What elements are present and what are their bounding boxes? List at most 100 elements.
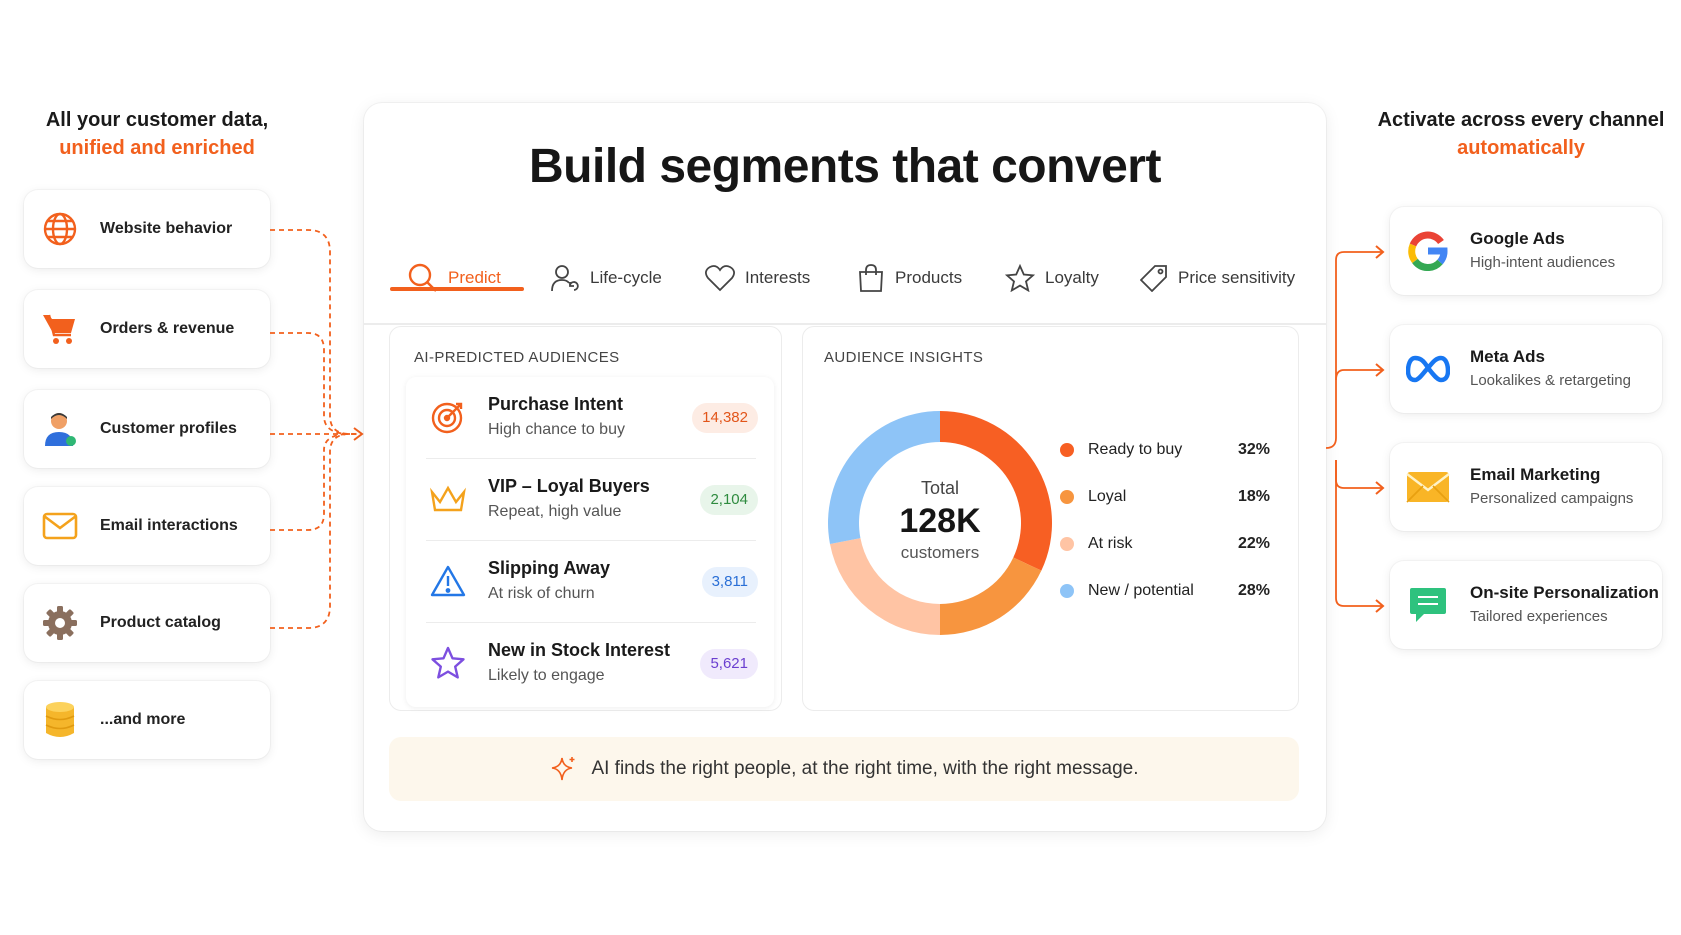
tab-life-cycle[interactable]: Life-cycle <box>550 233 662 323</box>
donut-total-unit: customers <box>900 543 980 562</box>
donut-total-label: Total <box>920 478 960 498</box>
divider <box>426 458 756 459</box>
legend-ready-to-buy: Ready to buy 32% <box>1060 438 1270 462</box>
legend-swatch <box>1060 443 1074 457</box>
audience-row-new-in-stock[interactable]: New in Stock Interest Likely to engage 5… <box>406 623 774 703</box>
heart-icon <box>705 264 735 292</box>
donut-slice-loyal <box>940 557 1042 635</box>
channels-heading: Activate across every channel automatica… <box>1366 106 1676 162</box>
chat-icon <box>1406 583 1450 627</box>
mail-icon <box>1406 465 1450 509</box>
predicted-audiences-title: AI-PREDICTED AUDIENCES <box>414 349 620 366</box>
legend-swatch <box>1060 584 1074 598</box>
source-card-more[interactable]: ...and more <box>24 681 270 759</box>
source-card-orders[interactable]: Orders & revenue <box>24 290 270 368</box>
legend-new-potential: New / potential 28% <box>1060 579 1270 603</box>
source-label: Orders & revenue <box>100 320 235 337</box>
channel-subtitle: High-intent audiences <box>1470 254 1616 271</box>
sources-heading: All your customer data, unified and enri… <box>0 106 314 162</box>
sparkle-icon <box>549 755 577 783</box>
legend-at-risk: At risk 22% <box>1060 532 1270 556</box>
tab-label: Price sensitivity <box>1178 268 1296 287</box>
audience-subtitle: Likely to engage <box>488 667 605 684</box>
legend-label: Ready to buy <box>1088 441 1183 458</box>
legend-swatch <box>1060 537 1074 551</box>
legend-label: At risk <box>1088 535 1133 552</box>
divider <box>426 622 756 623</box>
audience-name: Slipping Away <box>488 558 611 578</box>
crown-icon <box>428 479 468 519</box>
channel-subtitle: Personalized campaigns <box>1470 490 1634 507</box>
legend-percent: 18% <box>1237 488 1270 505</box>
ai-message-text: AI finds the right people, at the right … <box>591 758 1139 779</box>
active-tab-indicator <box>390 287 524 291</box>
tabs-divider <box>364 323 1326 325</box>
gear-icon <box>40 603 80 643</box>
donut-slice-at-risk <box>829 538 940 635</box>
source-label: ...and more <box>100 711 186 728</box>
audience-count-badge: 14,382 <box>692 403 758 433</box>
audience-subtitle: At risk of churn <box>488 585 595 602</box>
database-icon <box>40 700 80 740</box>
donut-slice-new-potential <box>828 411 940 544</box>
audience-row-vip[interactable]: VIP – Loyal Buyers Repeat, high value 2,… <box>406 459 774 539</box>
person-icon <box>40 409 80 449</box>
audience-row-purchase-intent[interactable]: Purchase Intent High chance to buy 14,38… <box>406 377 774 457</box>
audience-subtitle: Repeat, high value <box>488 503 622 520</box>
channel-title: On-site Personalization <box>1470 583 1659 602</box>
channel-title: Email Marketing <box>1470 465 1601 484</box>
source-card-email[interactable]: Email interactions <box>24 487 270 565</box>
source-card-website[interactable]: Website behavior <box>24 190 270 268</box>
target-icon <box>428 397 468 437</box>
source-card-profiles[interactable]: Customer profiles <box>24 390 270 468</box>
ai-message-banner: AI finds the right people, at the right … <box>389 737 1299 801</box>
tab-products[interactable]: Products <box>857 233 962 323</box>
meta-icon <box>1406 347 1450 391</box>
channel-title: Google Ads <box>1470 229 1565 248</box>
legend-loyal: Loyal 18% <box>1060 485 1270 509</box>
cart-icon <box>40 309 80 349</box>
audience-list: Purchase Intent High chance to buy 14,38… <box>406 377 774 707</box>
audience-count-badge: 2,104 <box>700 485 758 515</box>
tag-icon <box>1140 264 1168 292</box>
tab-predict[interactable]: Predict <box>408 233 501 323</box>
channel-connector-lines <box>1326 245 1385 613</box>
channel-card-google-ads[interactable]: Google Ads High-intent audiences <box>1390 207 1662 295</box>
channel-card-onsite[interactable]: On-site Personalization Tailored experie… <box>1390 561 1662 649</box>
tab-interests[interactable]: Interests <box>705 233 810 323</box>
channel-title: Meta Ads <box>1470 347 1545 366</box>
channel-card-email-marketing[interactable]: Email Marketing Personalized campaigns <box>1390 443 1662 531</box>
sources-heading-line1: All your customer data, <box>45 109 269 131</box>
donut-slice-ready-to-buy <box>940 411 1052 571</box>
star-icon <box>1005 264 1035 292</box>
audience-subtitle: High chance to buy <box>488 421 625 438</box>
tab-label: Products <box>895 268 963 287</box>
warning-icon <box>428 561 468 601</box>
audience-name: New in Stock Interest <box>488 640 671 660</box>
panel-title: Build segments that convert <box>529 140 1161 193</box>
audience-insights-title: AUDIENCE INSIGHTS <box>824 349 984 366</box>
divider <box>426 540 756 541</box>
legend-percent: 32% <box>1237 441 1270 458</box>
channels-heading-line2: automatically <box>1457 137 1585 159</box>
donut-total-value: 128K <box>899 502 981 540</box>
legend-label: New / potential <box>1088 582 1194 599</box>
google-icon <box>1406 229 1450 273</box>
star-icon <box>428 643 468 683</box>
sources-heading-line2: unified and enriched <box>59 137 255 159</box>
source-label: Website behavior <box>100 220 233 237</box>
audience-donut-chart <box>828 411 1052 635</box>
tab-price-sensitivity[interactable]: Price sensitivity <box>1140 233 1295 323</box>
tab-loyalty[interactable]: Loyalty <box>1005 233 1099 323</box>
source-label: Email interactions <box>100 517 238 534</box>
source-card-catalog[interactable]: Product catalog <box>24 584 270 662</box>
audience-name: Purchase Intent <box>488 394 624 414</box>
audience-row-slipping-away[interactable]: Slipping Away At risk of churn 3,811 <box>406 541 774 621</box>
user-cycle-icon <box>550 263 580 293</box>
legend-percent: 28% <box>1237 582 1270 599</box>
channels-heading-line1: Activate across every channel <box>1377 109 1665 131</box>
legend-percent: 22% <box>1237 535 1270 552</box>
channel-card-meta-ads[interactable]: Meta Ads Lookalikes & retargeting <box>1390 325 1662 413</box>
source-connector-lines <box>270 229 364 629</box>
tab-label: Loyalty <box>1045 268 1099 287</box>
